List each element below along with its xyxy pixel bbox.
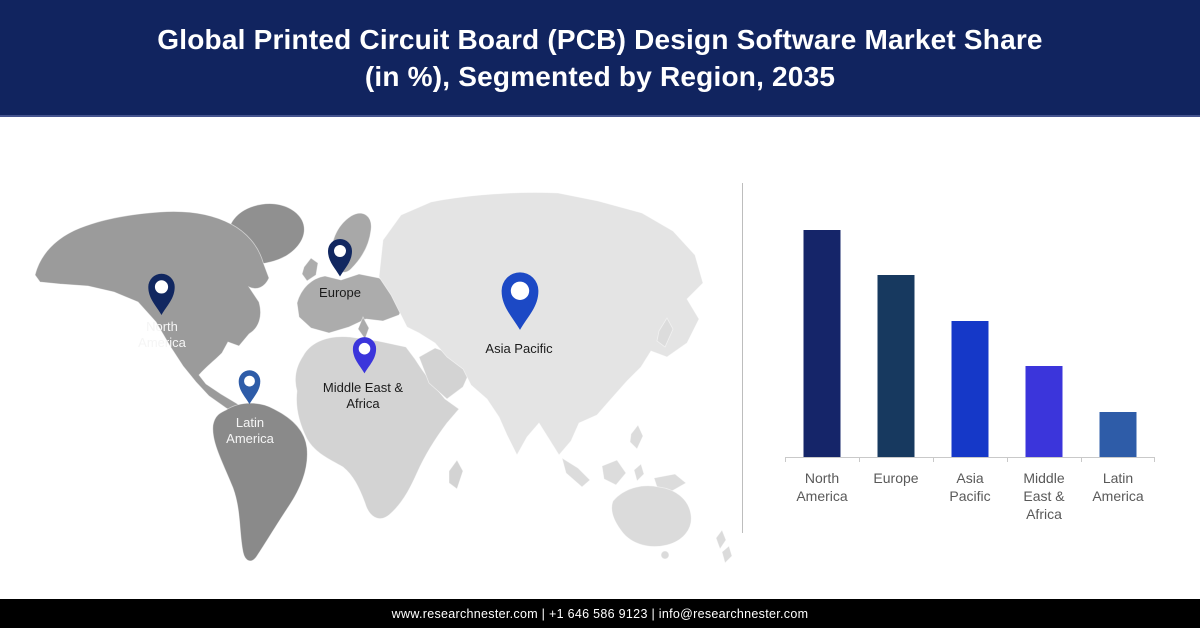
region-borneo xyxy=(601,459,627,486)
map-pin-label-asia-pacific: Asia Pacific xyxy=(485,341,553,356)
pin-marker-icon xyxy=(328,239,352,277)
region-japan xyxy=(656,317,674,348)
axis-label-north-america: North America xyxy=(796,470,848,504)
pin-marker-icon xyxy=(238,370,261,405)
region-new-zealand-south xyxy=(721,545,733,564)
region-philippines xyxy=(629,424,644,450)
axis-label-asia-pacific: Asia Pacific xyxy=(949,470,991,504)
map-pin-label-europe: Europe xyxy=(319,285,361,300)
region-madagascar xyxy=(448,459,464,490)
bar-north-america xyxy=(803,230,841,457)
continent-south-america xyxy=(212,402,308,562)
map-pin-asia-pacific xyxy=(497,266,543,334)
world-map-panel: North America Europe Asia Pacific Middle… xyxy=(0,119,742,599)
bar-chart-panel: North America Europe Asia Pacific Middle… xyxy=(743,119,1200,599)
axis-tick xyxy=(1153,457,1155,462)
pin-marker-icon xyxy=(352,337,377,374)
map-pin-label-middle-east-africa: Middle East & Africa xyxy=(322,380,404,411)
bar-middle-east-africa xyxy=(1025,366,1063,457)
continent-africa xyxy=(295,336,460,519)
map-pin-label-north-america: North America xyxy=(138,319,186,350)
region-new-zealand-north xyxy=(715,529,727,550)
footer-bar: www.researchnester.com | +1 646 586 9123… xyxy=(0,599,1200,628)
axis-label-europe: Europe xyxy=(873,470,919,486)
axis-tick xyxy=(785,457,786,462)
page-title: Global Printed Circuit Board (PCB) Desig… xyxy=(157,23,1043,92)
map-pin-label-latin-america: Latin America xyxy=(226,415,274,446)
axis-label-latin-america: Latin America xyxy=(1092,470,1144,504)
region-united-kingdom xyxy=(301,257,319,282)
map-pin-europe xyxy=(325,237,355,277)
continent-asia xyxy=(378,192,704,456)
region-new-guinea xyxy=(653,473,687,492)
axis-tick xyxy=(1007,457,1008,462)
map-pin-north-america xyxy=(145,272,178,315)
axis-tick xyxy=(933,457,934,462)
category-axis: North America Europe Asia Pacific Middle… xyxy=(785,469,1155,523)
map-pin-latin-america xyxy=(236,368,263,405)
footer-contact-text: www.researchnester.com | +1 646 586 9123… xyxy=(391,606,809,621)
axis-tick xyxy=(859,457,860,462)
continent-europe xyxy=(296,273,407,334)
panel-divider xyxy=(742,183,743,533)
axis-label-middle-east-africa: Middle East & Africa xyxy=(1023,470,1065,522)
bar-asia-pacific xyxy=(951,320,989,457)
region-sumatra xyxy=(561,457,591,488)
continent-north-america xyxy=(34,211,270,419)
continent-australia xyxy=(611,485,692,547)
header-banner: Global Printed Circuit Board (PCB) Desig… xyxy=(0,0,1200,117)
bar-europe xyxy=(877,275,915,457)
map-pin-middle-east-africa xyxy=(350,332,379,377)
pin-marker-icon xyxy=(148,273,175,315)
region-sulawesi xyxy=(633,463,645,482)
pin-marker-icon xyxy=(501,272,539,330)
axis-tick xyxy=(1081,457,1082,462)
region-tasmania xyxy=(660,550,670,560)
world-map xyxy=(34,192,733,564)
bar-latin-america xyxy=(1099,411,1137,457)
bar-plot xyxy=(785,230,1155,462)
